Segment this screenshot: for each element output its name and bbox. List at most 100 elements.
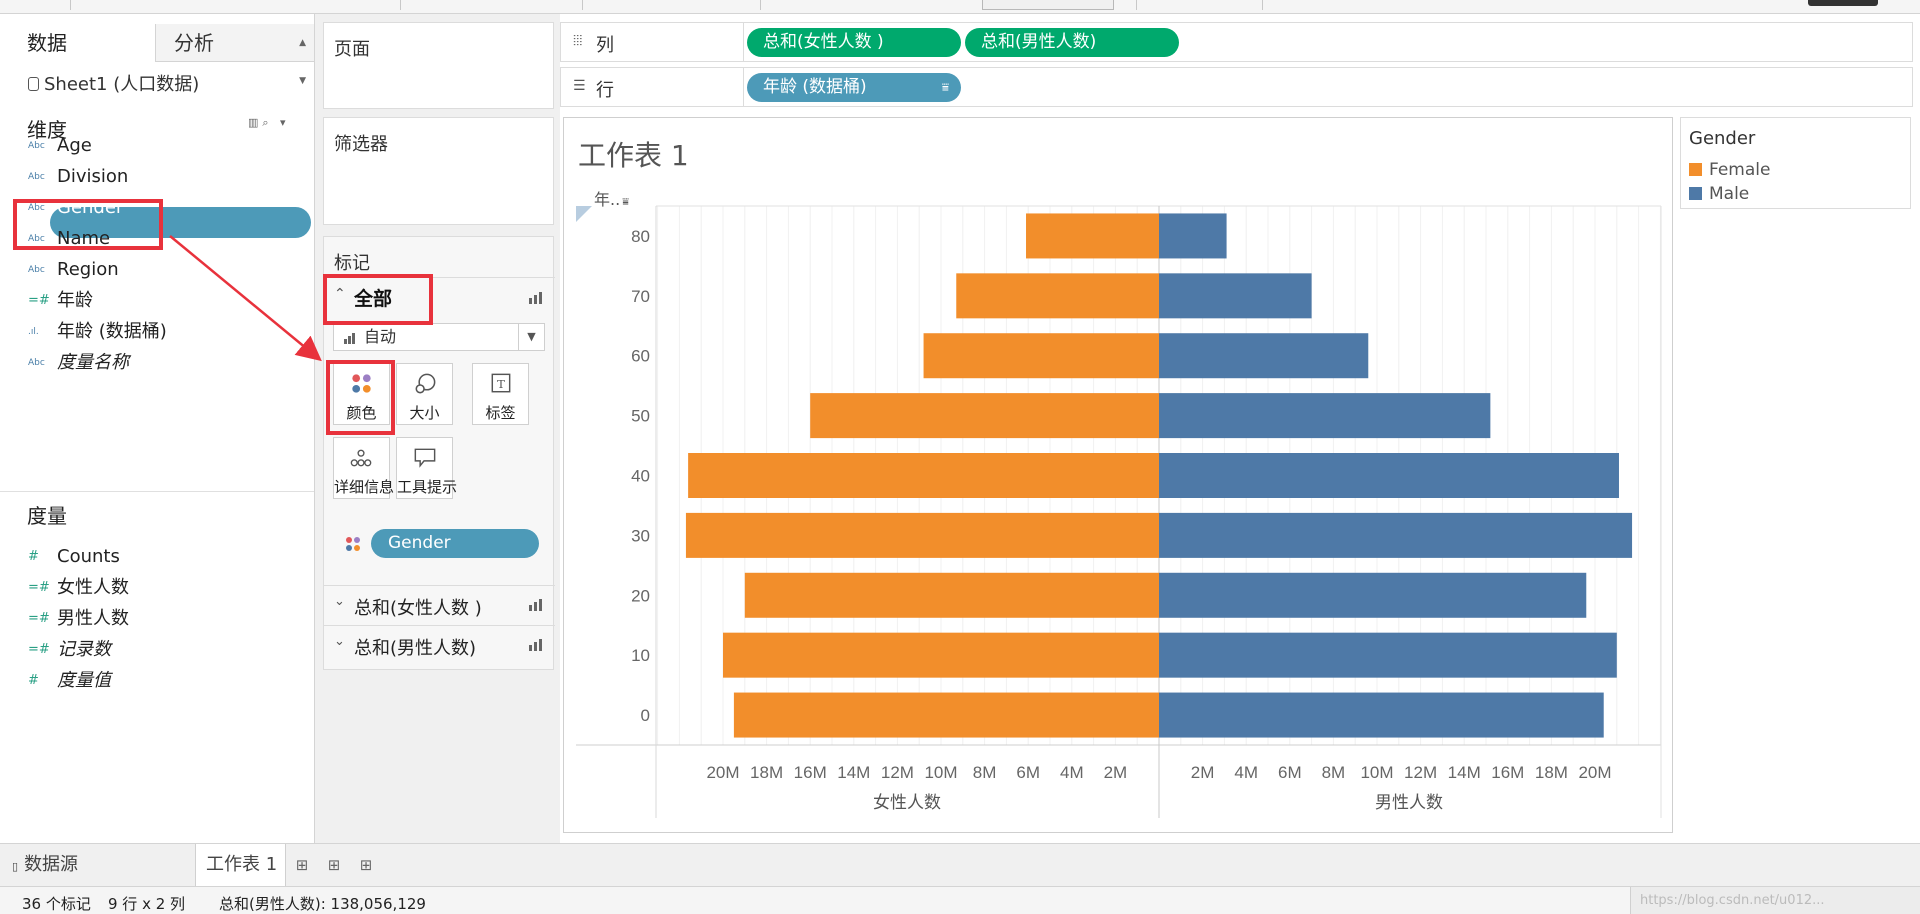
bar-female-0 [733, 692, 1159, 738]
sum-male-pill[interactable]: 总和(男性人数) [965, 28, 1179, 57]
pages-title: 页面 [334, 39, 370, 60]
legend-title: Gender [1689, 128, 1756, 149]
legend-item-male[interactable]: Male [1689, 184, 1749, 204]
marks-card: 标记 ⌃ 全部 自动 ▼ 颜色 大小 T 标签 [323, 236, 555, 670]
legend-item-female[interactable]: Female [1689, 160, 1770, 180]
bar-female-20 [744, 572, 1159, 618]
bar-chart-icon [529, 639, 543, 651]
status-rows-cols: 9 行 x 2 列 [108, 895, 186, 913]
dimension-field-7[interactable]: Abc 度量名称 [0, 348, 314, 378]
top-toolbar [0, 0, 1920, 14]
filters-card[interactable]: 筛选器 [323, 117, 554, 225]
new-story-icon[interactable]: ⊞ [359, 856, 373, 874]
dimension-tools[interactable]: ▥⌕ ▾ [248, 116, 290, 129]
tab-analysis[interactable]: 分析 ▲ ▼ [155, 24, 314, 86]
status-controls[interactable] [1630, 887, 1920, 914]
field-label: 男性人数 [57, 608, 129, 629]
y-tick-label: 0 [641, 706, 650, 725]
rows-title: 行 [596, 80, 614, 101]
text-label-icon: T [491, 373, 511, 393]
x-tick-label-male: 6M [1278, 763, 1302, 782]
columns-icon: ⦙⦙⦙ [573, 33, 583, 49]
gender-color-pill[interactable]: Gender [371, 529, 539, 558]
new-worksheet-icon[interactable]: ⊞ [295, 856, 309, 874]
x-tick-label-male: 4M [1234, 763, 1258, 782]
tab-data-source[interactable]: ▯ 数据源 [12, 854, 79, 875]
chevron-up-icon[interactable]: ⌃ [334, 286, 346, 302]
dimension-field-age[interactable]: Abc Age [0, 131, 314, 161]
abc-type-icon: Abc [28, 265, 45, 275]
bar-female-70 [956, 273, 1159, 319]
dimension-field-region[interactable]: Abc Region [0, 255, 314, 285]
abc-type-icon: Abc [28, 358, 45, 368]
label-button[interactable]: T 标签 [472, 363, 529, 425]
color-legend: Gender Female Male [1680, 117, 1911, 209]
x-tick-label-male: 8M [1322, 763, 1346, 782]
measure-field-counts[interactable]: # Counts [0, 542, 314, 572]
tooltip-button-label: 工具提示 [397, 478, 458, 496]
y-tick-label: 70 [631, 287, 650, 306]
y-tick-label: 10 [631, 646, 650, 665]
sort-icon[interactable]: ⩸ [622, 195, 629, 208]
age-bin-pill[interactable]: 年龄 (数据桶) ⩸ [747, 73, 961, 102]
dimension-field-6[interactable]: .ıl. 年龄 (数据桶) [0, 317, 314, 347]
bar-male-60 [1159, 333, 1369, 379]
view-toggle-button[interactable] [982, 0, 1114, 10]
legend-swatch [1689, 163, 1702, 176]
bar-chart-icon [529, 599, 543, 611]
size-button-label: 大小 [409, 404, 440, 422]
dimension-field-name[interactable]: Abc Name [0, 224, 314, 254]
chevron-down-icon[interactable]: ⌄ [334, 594, 345, 609]
marks-all-row[interactable]: ⌃ 全部 [324, 277, 555, 315]
columns-shelf[interactable]: ⦙⦙⦙ 列 总和(女性人数 ) 总和(男性人数) [560, 22, 1913, 62]
field-label: 年龄 [57, 290, 93, 311]
color-encoding-row: Gender [324, 529, 555, 561]
pages-card[interactable]: 页面 [323, 22, 554, 109]
detail-button-label: 详细信息 [334, 478, 395, 496]
measure-field-4[interactable]: # 度量值 [0, 666, 314, 696]
highlight-gender-field [13, 199, 163, 250]
field-label: Region [57, 259, 119, 280]
tab-data[interactable]: 数据 [0, 24, 155, 62]
measure-field-3[interactable]: =# 记录数 [0, 635, 314, 665]
detail-dots-icon [350, 449, 372, 467]
x-axis-title-female: 女性人数 [873, 793, 941, 813]
rows-shelf[interactable]: ☰ 行 年龄 (数据桶) ⩸ [560, 67, 1913, 107]
sum-male-marks-row[interactable]: ⌄ 总和(男性人数) [324, 625, 555, 663]
x-tick-label-male: 20M [1578, 763, 1611, 782]
bar-male-50 [1159, 393, 1491, 439]
y-tick-label: 60 [631, 347, 650, 366]
x-tick-label-female: 18M [750, 763, 783, 782]
age-axis-header[interactable]: 年.. ⩸ [594, 190, 629, 209]
measure-field-1[interactable]: =# 女性人数 [0, 573, 314, 603]
filters-title: 筛选器 [334, 134, 388, 155]
tab-worksheet-1[interactable]: 工作表 1 [195, 844, 286, 887]
y-tick-label: 30 [631, 526, 650, 545]
dimension-field-5[interactable]: =# 年龄 [0, 286, 314, 316]
chevron-down-icon[interactable]: ▲ ▼ [299, 38, 306, 86]
abc-type-icon: Abc [28, 203, 45, 213]
mark-type-select[interactable]: 自动 ▼ [333, 323, 545, 351]
chevron-down-icon[interactable]: ▼ [518, 324, 544, 350]
sum-female-marks-row[interactable]: ⌄ 总和(女性人数 ) [324, 585, 555, 623]
data-source-item[interactable]: Sheet1 (人口数据) [28, 70, 199, 96]
bin-type-icon: .ıl. [28, 327, 39, 337]
bar-female-40 [688, 453, 1159, 498]
highlight-color-button [326, 360, 395, 435]
sum-female-label: 总和(女性人数 ) [354, 598, 482, 619]
tooltip-button[interactable]: 工具提示 [396, 437, 458, 499]
size-button[interactable]: 大小 [396, 363, 453, 425]
bar-male-20 [1159, 572, 1587, 618]
sort-icon[interactable]: ⩸ [941, 80, 949, 94]
bar-male-10 [1159, 632, 1617, 678]
new-dashboard-icon[interactable]: ⊞ [327, 856, 341, 874]
detail-button[interactable]: 详细信息 [333, 437, 395, 499]
chevron-down-icon[interactable]: ⌄ [334, 634, 345, 649]
color-dots-icon [352, 374, 371, 393]
measure-field-2[interactable]: =# 男性人数 [0, 604, 314, 634]
x-tick-label-male: 12M [1404, 763, 1437, 782]
sum-female-pill[interactable]: 总和(女性人数 ) [747, 28, 961, 57]
dimension-field-division[interactable]: Abc Division [0, 162, 314, 192]
worksheet-title: 工作表 1 [578, 139, 689, 172]
